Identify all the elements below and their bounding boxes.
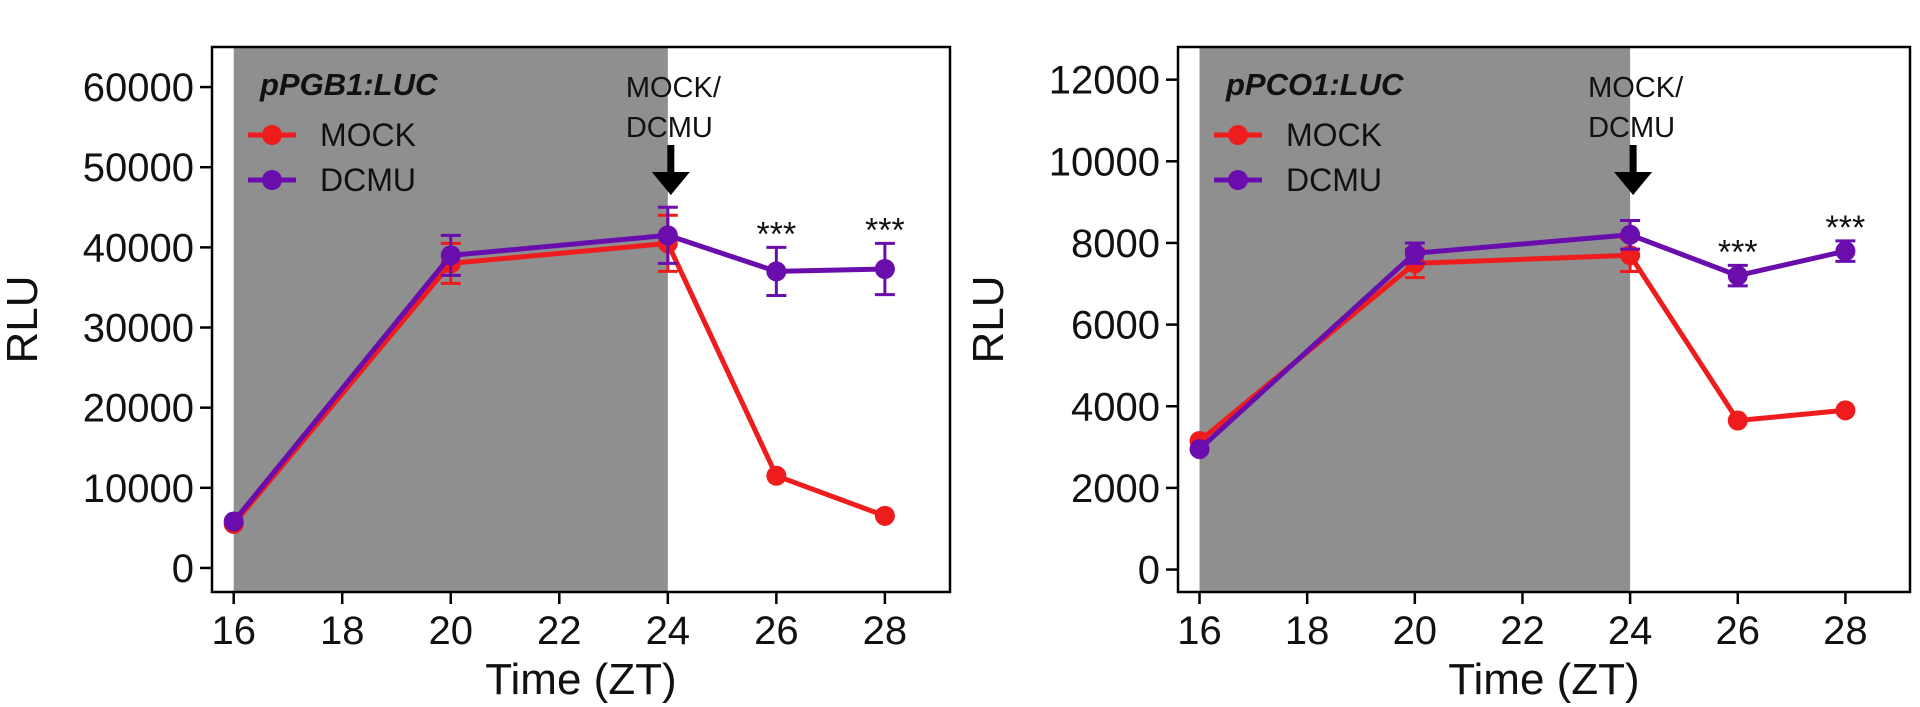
x-tick-label: 24 (1608, 609, 1653, 653)
data-point-dcmu (1620, 224, 1641, 245)
data-point-dcmu (1727, 265, 1748, 286)
y-tick-label: 60000 (83, 66, 194, 110)
x-axis-label: Time (ZT) (1448, 655, 1639, 704)
data-point-dcmu (874, 259, 895, 280)
series-mock (1189, 237, 1856, 451)
data-point-mock (1835, 400, 1856, 421)
chart-panel-1: 0 10000 20000 30000 40000 50000 60000 16 18 20 22 2… (0, 45, 952, 704)
data-point-mock (874, 505, 895, 526)
series-dcmu (1189, 219, 1856, 460)
y-axis-label: RLU (0, 275, 47, 363)
significance-marker: *** (757, 215, 797, 253)
dark-period-shading (1199, 47, 1631, 592)
data-point-dcmu (1835, 241, 1856, 262)
panel-title: pPGB1:LUC (259, 67, 438, 102)
y-tick-label: 50000 (83, 146, 194, 190)
treatment-annotation-line: DCMU (626, 112, 713, 144)
legend-label-dcmu: DCMU (320, 162, 416, 198)
legend-marker-dcmu (262, 170, 282, 190)
x-tick-label: 18 (320, 609, 365, 653)
panel-title: pPCO1:LUC (1225, 67, 1404, 102)
significance-marker: *** (865, 211, 905, 249)
y-tick-label: 4000 (1071, 385, 1160, 429)
significance-marker: *** (1718, 233, 1758, 271)
x-tick-label: 20 (429, 609, 474, 653)
legend-marker-mock (262, 125, 282, 145)
y-axis-label: RLU (964, 275, 1013, 363)
y-tick-label: 20000 (83, 387, 194, 431)
legend-label-mock: MOCK (1286, 117, 1382, 153)
treatment-arrow-head (651, 172, 690, 195)
data-point-mock (1727, 410, 1748, 431)
plot-frame (1176, 45, 1912, 594)
legend-label-mock: MOCK (320, 117, 416, 153)
significance-marker: *** (1826, 209, 1866, 247)
data-point-dcmu (1404, 243, 1425, 264)
x-tick-label: 22 (537, 609, 582, 653)
x-tick-label: 26 (754, 609, 799, 653)
x-tick-label: 16 (1177, 609, 1222, 653)
treatment-arrow-head (1614, 172, 1653, 195)
plot-frame (210, 45, 952, 594)
x-tick-label: 28 (1823, 609, 1868, 653)
data-point-mock (766, 465, 787, 486)
x-tick-label: 28 (863, 609, 908, 653)
x-tick-label: 26 (1716, 609, 1761, 653)
data-point-dcmu (223, 511, 244, 532)
treatment-annotation-line: DCMU (1588, 112, 1675, 144)
y-tick-label: 10000 (1049, 140, 1160, 184)
chart-panel-2: 0 2000 4000 6000 8000 10000 12000 16 18 20 22 24 26 2… (964, 45, 1912, 704)
x-tick-label: 24 (646, 609, 691, 653)
y-tick-label: 10000 (83, 467, 194, 511)
treatment-annotation-line: MOCK/ (626, 72, 722, 104)
y-tick-label: 2000 (1071, 467, 1160, 511)
y-tick-label: 40000 (83, 226, 194, 270)
y-tick-label: 0 (172, 547, 194, 591)
series-dcmu (223, 205, 895, 532)
y-tick-label: 0 (1138, 549, 1160, 593)
x-tick-label: 16 (211, 609, 256, 653)
legend-marker-dcmu (1228, 170, 1248, 190)
legend-marker-mock (1228, 125, 1248, 145)
x-tick-label: 18 (1285, 609, 1330, 653)
y-tick-label: 12000 (1049, 59, 1160, 103)
treatment-annotation-line: MOCK/ (1588, 72, 1684, 104)
x-tick-label: 22 (1500, 609, 1545, 653)
x-tick-label: 20 (1393, 609, 1438, 653)
y-tick-label: 8000 (1071, 222, 1160, 266)
y-tick-label: 30000 (83, 307, 194, 351)
legend-label-dcmu: DCMU (1286, 162, 1382, 198)
data-point-dcmu (657, 225, 678, 246)
data-point-dcmu (1189, 439, 1210, 460)
data-point-dcmu (440, 245, 461, 266)
dark-period-shading (233, 47, 668, 592)
x-axis-label: Time (ZT) (485, 655, 676, 704)
data-point-dcmu (766, 261, 787, 282)
y-tick-label: 6000 (1071, 304, 1160, 348)
